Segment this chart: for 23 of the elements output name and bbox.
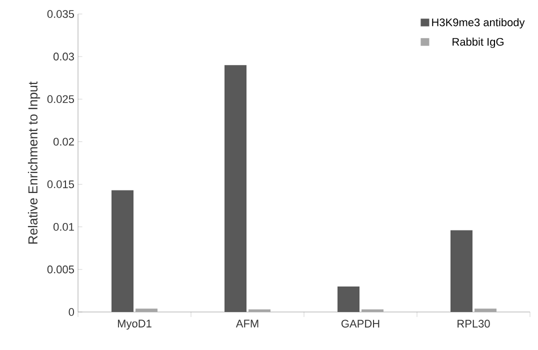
- x-tick-label: GAPDH: [341, 320, 380, 328]
- bar: [450, 230, 472, 312]
- bar: [136, 308, 158, 312]
- y-axis-title: Relative Enrichment to Input: [28, 81, 40, 244]
- x-tick-label: MyoD1: [118, 320, 152, 330]
- bar: [474, 308, 496, 312]
- legend-label: Rabbit IgG: [452, 38, 504, 48]
- bar: [224, 65, 246, 312]
- y-tick-label: 0.03: [53, 52, 74, 60]
- y-tick-label: 0.005: [47, 266, 74, 274]
- y-tick-label: 0.01: [53, 222, 74, 231]
- bar: [361, 309, 384, 312]
- y-tick-label: 0.035: [47, 10, 74, 18]
- x-tick-label: RPL30: [458, 320, 490, 328]
- x-tick-label: AFM: [236, 320, 258, 328]
- y-tick-label: 0.015: [47, 180, 74, 188]
- y-tick-label: 0.025: [47, 95, 74, 104]
- legend-label: H3K9me3 antibody: [432, 18, 525, 28]
- bar: [248, 309, 270, 312]
- bar: [337, 286, 360, 312]
- y-tick-label: 0: [68, 308, 74, 316]
- y-tick-label: 0.02: [53, 138, 74, 146]
- bar: [112, 190, 134, 312]
